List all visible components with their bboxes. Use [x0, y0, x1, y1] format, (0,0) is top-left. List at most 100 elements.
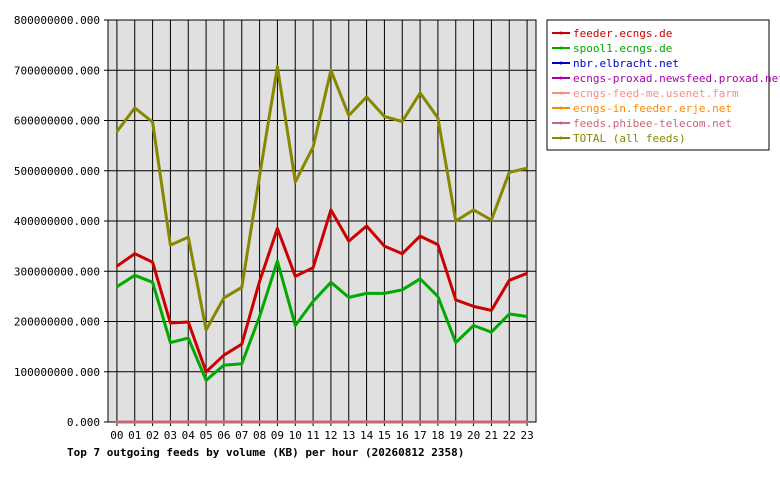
- data-point: [472, 305, 475, 308]
- legend-marker: [559, 91, 563, 95]
- y-tick-label: 500000000.000: [14, 165, 100, 178]
- chart-title: Top 7 outgoing feeds by volume (KB) per …: [67, 446, 464, 459]
- data-point: [222, 354, 225, 357]
- legend-marker: [559, 46, 563, 50]
- data-point: [383, 421, 386, 423]
- x-tick-label: 07: [235, 429, 248, 442]
- data-point: [365, 421, 368, 423]
- data-point: [276, 227, 279, 230]
- data-point: [187, 321, 190, 324]
- data-point: [205, 421, 208, 423]
- x-tick-label: 19: [449, 429, 462, 442]
- data-point: [383, 115, 386, 118]
- y-axis: 0.000 100000000.000 200000000.000 300000000…: [14, 14, 108, 429]
- x-tick-label: 05: [199, 429, 212, 442]
- data-point: [312, 146, 315, 149]
- data-point: [205, 329, 208, 332]
- y-tick-label: 400000000.000: [14, 215, 100, 228]
- x-tick-label: 00: [110, 429, 123, 442]
- data-point: [329, 281, 332, 284]
- series-line: [116, 259, 528, 382]
- data-point: [526, 421, 529, 423]
- data-point: [365, 292, 368, 295]
- data-point: [151, 421, 154, 423]
- legend-box: [546, 19, 770, 151]
- x-tick-label: 21: [485, 429, 498, 442]
- x-tick-label: 11: [306, 429, 319, 442]
- data-point: [169, 421, 172, 423]
- data-point: [169, 341, 172, 344]
- x-tick-label: 17: [413, 429, 426, 442]
- series-lines: [115, 65, 529, 424]
- data-point: [508, 171, 511, 174]
- data-point: [240, 343, 243, 346]
- x-tick-label: 16: [396, 429, 409, 442]
- data-point: [294, 275, 297, 278]
- data-point: [240, 362, 243, 365]
- data-point: [436, 116, 439, 119]
- data-point: [240, 286, 243, 289]
- legend-item: ecngs-proxad.newsfeed.proxad.net: [552, 72, 780, 85]
- data-point: [240, 421, 243, 423]
- x-tick-label: 22: [503, 429, 516, 442]
- data-point: [115, 421, 118, 423]
- data-point: [526, 167, 529, 170]
- data-point: [490, 331, 493, 334]
- data-point: [454, 298, 457, 301]
- series-1: [115, 259, 529, 382]
- data-point: [133, 274, 136, 277]
- grid: [108, 20, 536, 422]
- legend-marker: [559, 76, 563, 80]
- data-point: [169, 244, 172, 247]
- data-point: [222, 364, 225, 367]
- x-tick-label: 06: [217, 429, 230, 442]
- y-tick-label: 800000000.000: [14, 14, 100, 27]
- data-point: [401, 252, 404, 255]
- data-point: [508, 279, 511, 282]
- legend-item: feeder.ecngs.de: [552, 27, 672, 40]
- data-point: [294, 324, 297, 327]
- legend-item: feeds.phibee-telecom.net: [552, 117, 732, 130]
- data-point: [472, 324, 475, 327]
- data-point: [472, 208, 475, 211]
- series-6: [115, 420, 529, 424]
- x-tick-label: 23: [520, 429, 533, 442]
- data-point: [276, 65, 279, 68]
- y-tick-label: 600000000.000: [14, 115, 100, 128]
- data-point: [365, 95, 368, 98]
- legend-label: TOTAL (all feeds): [573, 132, 686, 145]
- data-point: [401, 421, 404, 423]
- legend-label: feeder.ecngs.de: [573, 27, 672, 40]
- data-point: [187, 421, 190, 423]
- data-point: [508, 312, 511, 315]
- legend-label: feeds.phibee-telecom.net: [573, 117, 732, 130]
- data-point: [151, 121, 154, 124]
- data-point: [115, 130, 118, 133]
- series-0: [115, 208, 529, 374]
- y-tick-label: 0.000: [67, 416, 100, 429]
- x-tick-label: 08: [253, 429, 266, 442]
- data-point: [347, 296, 350, 299]
- x-tick-label: 02: [146, 429, 159, 442]
- x-tick-label: 04: [182, 429, 196, 442]
- x-tick-label: 15: [378, 429, 391, 442]
- data-point: [383, 292, 386, 295]
- data-point: [187, 337, 190, 340]
- legend: feeder.ecngs.de spool1.ecngs.de nbr.elbrac…: [546, 19, 780, 151]
- data-point: [490, 218, 493, 221]
- data-point: [347, 240, 350, 243]
- x-tick-label: 20: [467, 429, 480, 442]
- x-tick-label: 18: [431, 429, 444, 442]
- data-point: [347, 421, 350, 423]
- data-point: [436, 421, 439, 423]
- x-axis: 00 01 02 03 04 05 06 07 08 09 10 11 12 13 14 15 16 17 18 19…: [110, 422, 534, 442]
- data-point: [436, 243, 439, 246]
- series-line: [116, 208, 528, 374]
- data-point: [490, 309, 493, 312]
- x-tick-label: 12: [324, 429, 337, 442]
- data-point: [490, 421, 493, 423]
- data-point: [258, 280, 261, 283]
- x-tick-label: 13: [342, 429, 355, 442]
- data-point: [276, 421, 279, 423]
